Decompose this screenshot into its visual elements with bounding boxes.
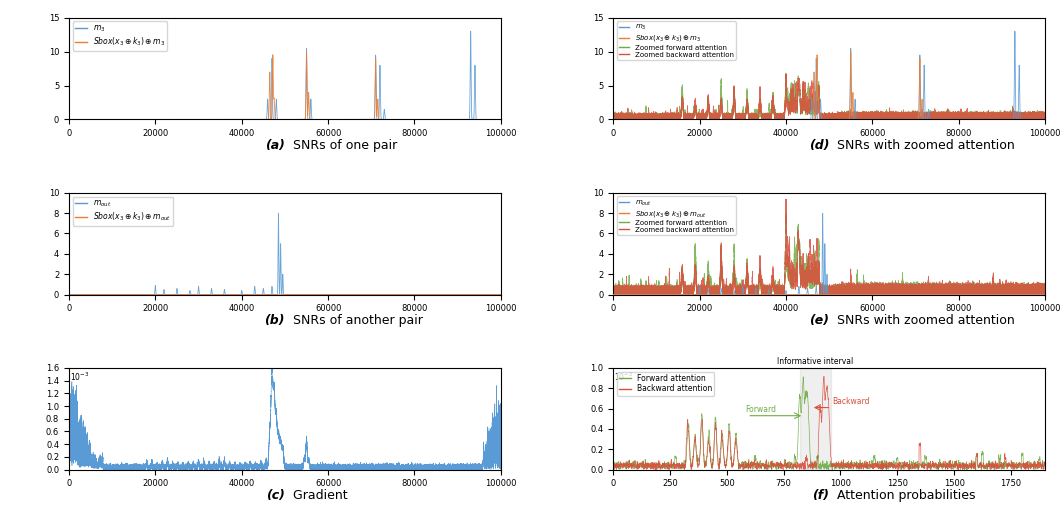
Legend: $m_3$, $Sbox(x_3 \oplus k_3) \oplus m_3$: $m_3$, $Sbox(x_3 \oplus k_3) \oplus m_3$ bbox=[73, 22, 168, 50]
Legend: $m_{out}$, $Sbox(x_3 \oplus k_3) \oplus m_{out}$, Zoomed forward attention, Zoom: $m_{out}$, $Sbox(x_3 \oplus k_3) \oplus … bbox=[616, 196, 735, 235]
Text: Attention probabilities: Attention probabilities bbox=[829, 489, 976, 502]
Legend: Forward attention, Backward attention: Forward attention, Backward attention bbox=[618, 372, 714, 396]
Text: $10^{-2}$: $10^{-2}$ bbox=[614, 371, 633, 383]
Text: Informative interval: Informative interval bbox=[778, 358, 854, 367]
Text: SNRs of another pair: SNRs of another pair bbox=[285, 314, 422, 327]
Text: (d): (d) bbox=[808, 139, 829, 151]
Text: Forward: Forward bbox=[745, 405, 776, 414]
Legend: $m_{out}$, $Sbox(x_3 \oplus k_3) \oplus m_{out}$: $m_{out}$, $Sbox(x_3 \oplus k_3) \oplus … bbox=[73, 196, 173, 226]
Text: (f): (f) bbox=[812, 489, 829, 502]
Text: SNRs of one pair: SNRs of one pair bbox=[285, 139, 397, 151]
Text: (c): (c) bbox=[266, 489, 285, 502]
Text: (e): (e) bbox=[810, 314, 829, 327]
Text: (a): (a) bbox=[265, 139, 285, 151]
Text: Gradient: Gradient bbox=[285, 489, 348, 502]
Text: SNRs with zoomed attention: SNRs with zoomed attention bbox=[829, 139, 1015, 151]
Legend: $m_3$, $Sbox(x_3 \oplus k_3) \oplus m_3$, Zoomed forward attention, Zoomed backw: $m_3$, $Sbox(x_3 \oplus k_3) \oplus m_3$… bbox=[616, 21, 735, 60]
Text: (b): (b) bbox=[264, 314, 285, 327]
Text: SNRs with zoomed attention: SNRs with zoomed attention bbox=[829, 314, 1015, 327]
Text: Backward: Backward bbox=[833, 396, 870, 406]
Bar bbox=[800, 368, 832, 470]
Text: $10^{-3}$: $10^{-3}$ bbox=[70, 371, 89, 383]
